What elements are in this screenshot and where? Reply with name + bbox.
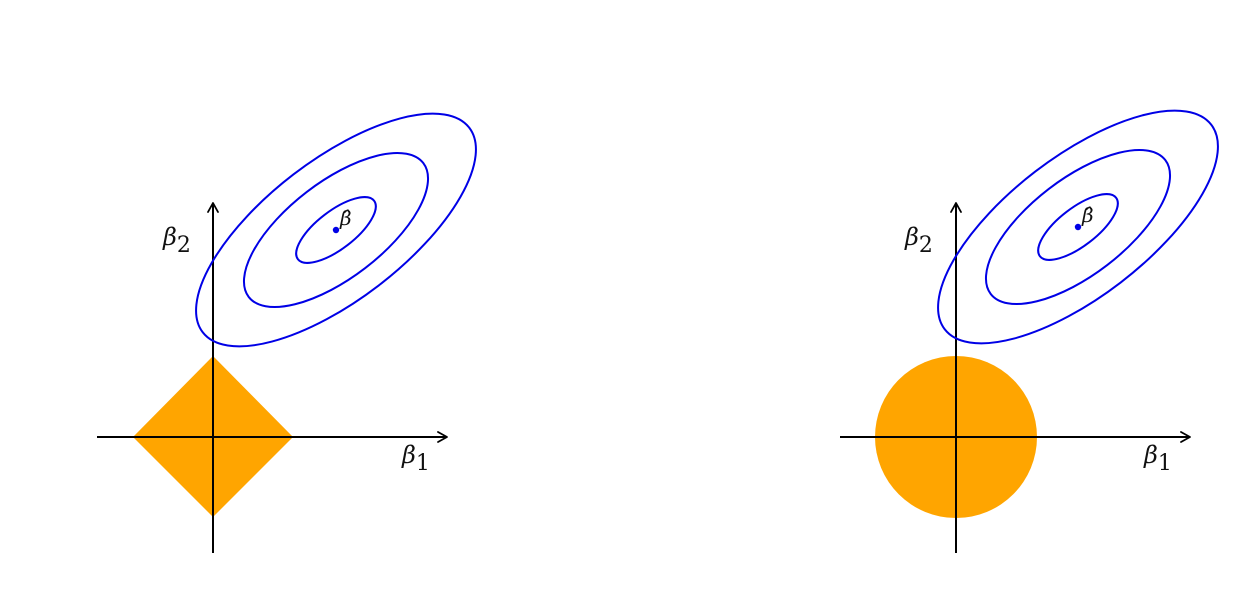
ridge-estimate-point <box>1074 223 1082 231</box>
ridge-estimate-label: β̂ <box>1081 203 1094 227</box>
lasso-contours <box>195 112 477 348</box>
lasso-x-axis-label: β1 <box>401 441 430 476</box>
ridge-panel: β̂ β2 β1 <box>840 109 1219 553</box>
lasso-contour-inner <box>295 196 377 264</box>
lasso-contour-middle <box>242 151 430 309</box>
lasso-estimate-point <box>332 226 340 234</box>
lasso-estimate-label: β̂ <box>339 206 352 230</box>
lasso-panel: β̂ β2 β1 <box>97 112 477 553</box>
ridge-contours <box>937 109 1219 345</box>
lasso-contour-outer <box>195 112 477 348</box>
ridge-x-axis-label: β1 <box>1143 441 1172 476</box>
lasso-y-axis-label: β2 <box>162 223 191 258</box>
ridge-contour-middle <box>984 148 1172 306</box>
ridge-contour-outer <box>937 109 1219 345</box>
ridge-y-axis-label: β2 <box>904 223 933 258</box>
ridge-contour-inner <box>1037 193 1119 261</box>
